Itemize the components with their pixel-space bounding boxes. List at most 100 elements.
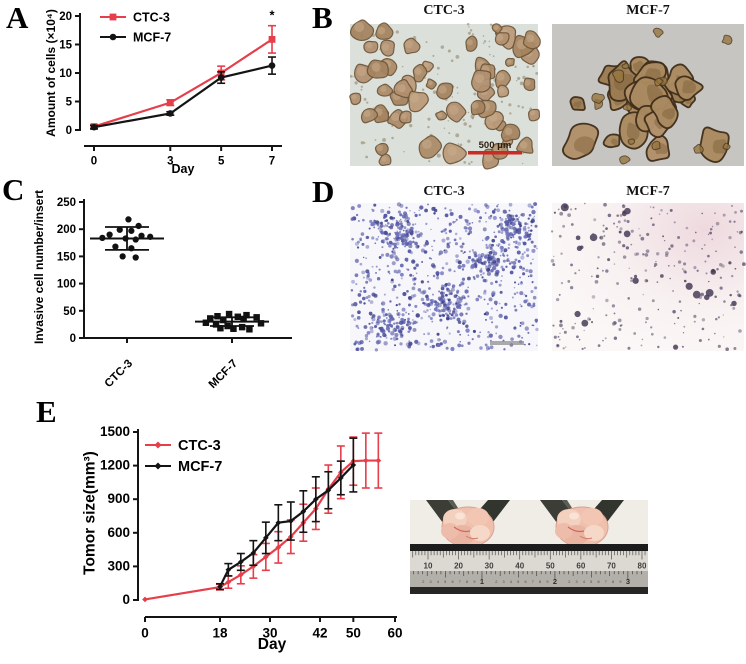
- svg-text:7: 7: [269, 156, 275, 168]
- svg-text:CTC-3: CTC-3: [178, 438, 221, 454]
- svg-text:30: 30: [262, 626, 277, 641]
- svg-text:200: 200: [57, 224, 76, 236]
- svg-text:5: 5: [66, 97, 73, 109]
- svg-text:30: 30: [485, 562, 494, 571]
- axes: 0 50 100 150 200 250 CTC-3 MCF-7: [57, 197, 292, 391]
- svg-text:2: 2: [495, 580, 497, 584]
- svg-text:3: 3: [626, 577, 630, 586]
- svg-text:50: 50: [63, 306, 76, 318]
- svg-text:0: 0: [91, 156, 97, 168]
- svg-text:1200: 1200: [100, 458, 130, 473]
- panel-c-chart: 0 50 100 150 200 250 CTC-3 MCF-7: [57, 197, 292, 391]
- svg-text:4: 4: [583, 580, 585, 584]
- svg-text:50: 50: [546, 562, 555, 571]
- svg-text:5: 5: [590, 580, 592, 584]
- svg-text:15: 15: [59, 40, 72, 52]
- panel-e-tumor-photo: 10 20 30 40 50 60 70 80 1 2 3 2 3 4 5 6 7 8 9 2 3 4 5 6 7 8 9 2 3 4 5 6…: [410, 500, 648, 594]
- legend: CTC-3 MCF-7: [145, 438, 222, 475]
- svg-text:MCF-7: MCF-7: [178, 459, 222, 475]
- svg-text:150: 150: [57, 251, 76, 263]
- svg-text:0: 0: [70, 333, 76, 345]
- svg-text:20: 20: [454, 562, 463, 571]
- svg-text:60: 60: [387, 626, 402, 641]
- svg-text:8: 8: [539, 580, 541, 584]
- svg-text:6: 6: [524, 580, 526, 584]
- svg-text:MCF-7: MCF-7: [207, 358, 240, 391]
- panel-d-micrograph-ctc3: [350, 202, 539, 352]
- svg-text:4: 4: [510, 580, 512, 584]
- svg-text:2: 2: [568, 580, 570, 584]
- svg-text:40: 40: [515, 562, 524, 571]
- svg-text:8: 8: [612, 580, 614, 584]
- svg-text:50: 50: [346, 626, 361, 641]
- svg-text:70: 70: [607, 562, 616, 571]
- svg-text:0: 0: [141, 626, 149, 641]
- series-ctc-3: [90, 24, 277, 130]
- panel-b-image2-title: MCF-7: [626, 3, 670, 18]
- svg-text:3: 3: [503, 580, 505, 584]
- axes: 0 300 600 900 1200 1500 0 18 30 42 50 60: [100, 424, 403, 641]
- svg-text:5: 5: [517, 580, 519, 584]
- svg-text:60: 60: [576, 562, 585, 571]
- svg-text:80: 80: [638, 562, 647, 571]
- svg-text:250: 250: [57, 197, 76, 209]
- panel-a-letter: A: [6, 0, 29, 35]
- svg-text:CTC-3: CTC-3: [133, 11, 170, 25]
- panel-b-micrograph-mcf7: [552, 24, 744, 166]
- group-ctc-3: [90, 216, 164, 261]
- svg-text:300: 300: [107, 558, 130, 573]
- svg-text:100: 100: [57, 279, 76, 291]
- svg-text:4: 4: [437, 580, 439, 584]
- panel-b-image1-title: CTC-3: [423, 3, 465, 18]
- panel-e-chart: 0 300 600 900 1200 1500 0 18 30 42 50 60 CTC-3 MCF-7: [100, 424, 403, 641]
- svg-text:600: 600: [107, 525, 130, 540]
- svg-text:2: 2: [553, 577, 557, 586]
- svg-text:10: 10: [424, 562, 433, 571]
- panel-d-image1-title: CTC-3: [423, 184, 465, 199]
- svg-text:5: 5: [444, 580, 446, 584]
- svg-text:9: 9: [546, 580, 548, 584]
- series-mcf-7: [216, 437, 358, 591]
- svg-text:1: 1: [480, 577, 484, 586]
- panel-e-xlabel: Day: [257, 636, 287, 653]
- panel-b-letter: B: [312, 0, 333, 35]
- panel-e-letter: E: [36, 394, 57, 429]
- panel-d-micrograph-mcf7: [550, 202, 746, 352]
- tumor-with-clip: [426, 500, 510, 548]
- svg-text:MCF-7: MCF-7: [133, 31, 171, 45]
- svg-text:3: 3: [576, 580, 578, 584]
- group-mcf-7: [195, 310, 269, 333]
- axes: 0 5 10 15 20 0 3 5 7: [59, 11, 282, 168]
- svg-text:42: 42: [312, 626, 327, 641]
- panel-d-image2-title: MCF-7: [626, 184, 670, 199]
- svg-text:6: 6: [451, 580, 453, 584]
- significance-asterisk: *: [269, 7, 275, 22]
- svg-text:1500: 1500: [100, 424, 130, 439]
- legend: CTC-3 MCF-7: [100, 11, 171, 45]
- svg-text:10: 10: [59, 68, 72, 80]
- svg-text:18: 18: [212, 626, 228, 641]
- svg-text:CTC-3: CTC-3: [103, 358, 135, 390]
- scale-bar: [468, 151, 522, 155]
- panel-a-chart: 0 5 10 15 20 0 3 5 7 * CTC-3 MCF-7: [59, 7, 282, 168]
- panel-d-letter: D: [312, 174, 335, 209]
- svg-text:0: 0: [122, 592, 130, 607]
- svg-text:6: 6: [597, 580, 599, 584]
- scale-bar-label: 500 μm: [479, 140, 512, 151]
- tumor-with-clip: [540, 500, 624, 548]
- svg-text:5: 5: [218, 156, 225, 168]
- svg-text:3: 3: [167, 156, 173, 168]
- svg-text:0: 0: [66, 125, 72, 137]
- panel-b-micrograph-ctc3: 500 μm: [349, 19, 541, 170]
- svg-text:8: 8: [466, 580, 468, 584]
- svg-text:9: 9: [619, 580, 621, 584]
- svg-text:3: 3: [430, 580, 432, 584]
- svg-text:7: 7: [605, 580, 607, 584]
- svg-text:7: 7: [532, 580, 534, 584]
- svg-text:7: 7: [459, 580, 461, 584]
- svg-text:2: 2: [422, 580, 424, 584]
- panel-c-letter: C: [2, 172, 25, 207]
- svg-text:9: 9: [473, 580, 475, 584]
- svg-text:900: 900: [107, 491, 130, 506]
